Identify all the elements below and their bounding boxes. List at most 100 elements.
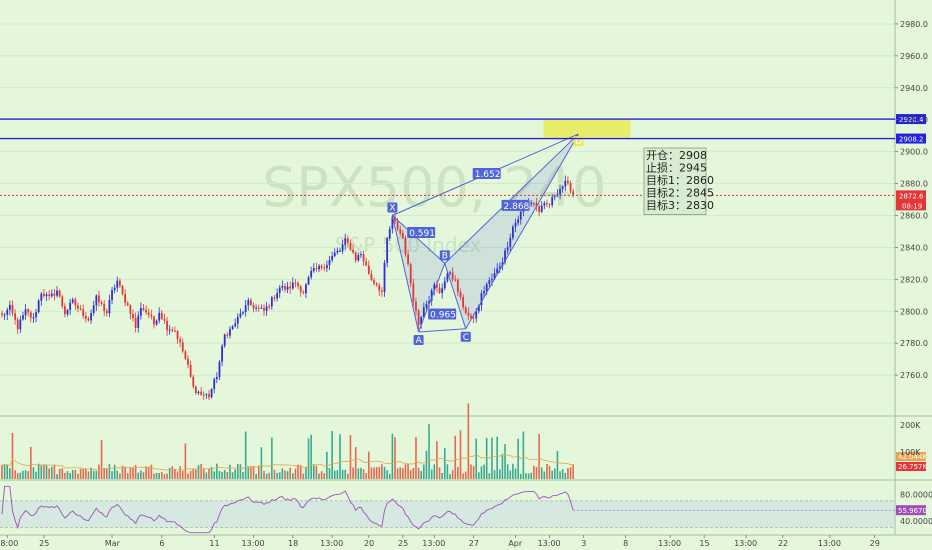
candle-body[interactable] [514, 222, 517, 227]
candle-body[interactable] [229, 328, 231, 336]
candle-body[interactable] [407, 254, 409, 265]
candle-body[interactable] [58, 290, 61, 297]
candle-body[interactable] [61, 296, 64, 307]
candle-body[interactable] [129, 305, 132, 314]
candle-body[interactable] [82, 309, 85, 316]
candle-body[interactable] [498, 266, 501, 269]
candle-body[interactable] [399, 229, 402, 234]
candle-body[interactable] [412, 283, 415, 302]
candle-body[interactable] [234, 323, 237, 327]
candle-body[interactable] [181, 342, 184, 352]
candle-body[interactable] [221, 345, 223, 362]
candle-body[interactable] [84, 315, 87, 319]
candle-body[interactable] [344, 238, 347, 245]
candle-body[interactable] [66, 309, 69, 315]
candle-body[interactable] [16, 319, 19, 330]
pattern-leg-bc[interactable] [444, 263, 467, 329]
candle-body[interactable] [189, 364, 192, 377]
candle-body[interactable] [297, 283, 299, 287]
candle-body[interactable] [305, 284, 307, 294]
candle-body[interactable] [179, 339, 182, 343]
candle-body[interactable] [260, 307, 263, 309]
candle-body[interactable] [378, 285, 381, 291]
candle-body[interactable] [331, 256, 334, 260]
candle-body[interactable] [325, 264, 328, 269]
candle-body[interactable] [166, 320, 168, 331]
candle-body[interactable] [512, 226, 514, 238]
harmonic-pattern[interactable]: X A B C D 1.652 0.591 0.965 2.868 [387, 133, 584, 346]
candle-body[interactable] [360, 254, 362, 256]
pattern-leg-xa[interactable] [391, 215, 420, 333]
candle-body[interactable] [538, 206, 540, 212]
candle-body[interactable] [559, 188, 561, 195]
candle-body[interactable] [459, 292, 462, 297]
candle-body[interactable] [470, 315, 472, 318]
candle-body[interactable] [365, 261, 368, 266]
candle-body[interactable] [438, 287, 441, 294]
candle-body[interactable] [56, 290, 58, 296]
candle-body[interactable] [381, 290, 383, 292]
candle-body[interactable] [449, 272, 451, 274]
candle-body[interactable] [202, 394, 205, 396]
candle-body[interactable] [174, 330, 176, 332]
candle-body[interactable] [357, 255, 360, 261]
candle-body[interactable] [69, 302, 72, 310]
candle-body[interactable] [29, 312, 32, 318]
candle-body[interactable] [485, 283, 488, 292]
candle-body[interactable] [428, 300, 430, 305]
candle-body[interactable] [530, 203, 533, 205]
candle-body[interactable] [307, 277, 310, 285]
candle-body[interactable] [318, 265, 320, 270]
candle-body[interactable] [341, 244, 344, 251]
candle-body[interactable] [336, 251, 339, 253]
levels[interactable]: 2920.4 2908.2 2872.6 08:19 [0, 114, 926, 211]
candle-body[interactable] [417, 310, 420, 325]
pattern-leg-ab[interactable] [418, 263, 446, 333]
candle-body[interactable] [11, 304, 14, 314]
pattern-ratio-xb[interactable] [392, 215, 446, 264]
candle-body[interactable] [270, 297, 273, 307]
candle-body[interactable] [139, 308, 142, 316]
candle-body[interactable] [252, 304, 255, 309]
candle-body[interactable] [8, 304, 11, 310]
candle-body[interactable] [132, 313, 134, 319]
candle-body[interactable] [546, 203, 548, 205]
candle-body[interactable] [53, 293, 56, 296]
candle-body[interactable] [401, 233, 404, 238]
candle-body[interactable] [352, 249, 354, 253]
candle-body[interactable] [561, 186, 564, 189]
candle-body[interactable] [373, 280, 375, 284]
candle-body[interactable] [215, 377, 218, 380]
candle-body[interactable] [415, 301, 417, 311]
candle-body[interactable] [218, 361, 221, 378]
candle-body[interactable] [483, 291, 485, 294]
candle-body[interactable] [278, 287, 281, 294]
candle-body[interactable] [519, 211, 522, 220]
candle-body[interactable] [116, 280, 119, 288]
candle-body[interactable] [273, 297, 276, 299]
candle-body[interactable] [320, 265, 323, 268]
candle-body[interactable] [472, 317, 475, 319]
pattern-leg-cd[interactable] [465, 133, 579, 330]
candle-body[interactable] [553, 196, 556, 198]
candle-body[interactable] [551, 197, 554, 205]
candle-body[interactable] [19, 319, 22, 330]
candle-body[interactable] [493, 273, 496, 280]
candle-body[interactable] [158, 312, 161, 321]
candle-body[interactable] [3, 314, 6, 316]
candle-body[interactable] [63, 306, 66, 315]
candle-body[interactable] [105, 311, 108, 314]
candle-body[interactable] [532, 203, 535, 205]
candle-body[interactable] [370, 273, 373, 281]
candle-body[interactable] [247, 300, 250, 306]
candle-body[interactable] [441, 288, 444, 294]
candle-body[interactable] [103, 304, 106, 312]
candle-body[interactable] [242, 312, 244, 314]
candle-body[interactable] [113, 287, 116, 291]
candle-body[interactable] [40, 293, 43, 301]
candle-body[interactable] [197, 391, 200, 394]
candle-body[interactable] [302, 292, 305, 294]
candle-body[interactable] [422, 307, 425, 318]
candle-body[interactable] [328, 259, 331, 265]
